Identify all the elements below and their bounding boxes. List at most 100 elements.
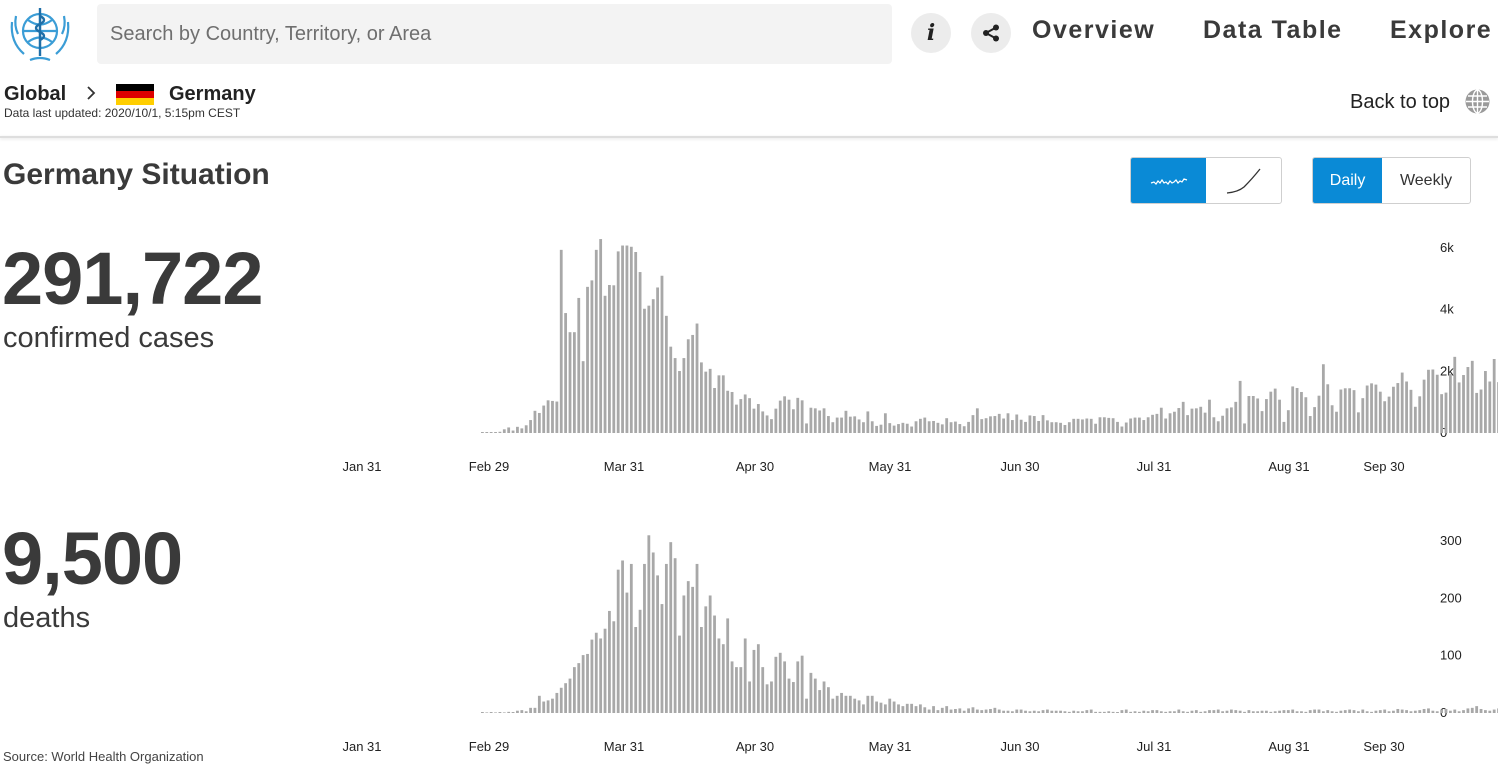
bar[interactable] [594, 632, 598, 713]
bar[interactable] [726, 390, 730, 433]
bar[interactable] [844, 695, 848, 713]
globe-icon[interactable] [1465, 89, 1490, 114]
bar[interactable] [599, 638, 603, 713]
bar[interactable] [1343, 710, 1347, 713]
bar[interactable] [603, 628, 607, 713]
bar[interactable] [818, 410, 822, 433]
bar[interactable] [1392, 386, 1395, 433]
bar[interactable] [498, 431, 502, 433]
bar[interactable] [559, 687, 563, 713]
bar[interactable] [1418, 710, 1422, 713]
bar[interactable] [1492, 709, 1496, 713]
who-logo[interactable] [4, 2, 76, 64]
bar[interactable] [1063, 424, 1067, 433]
bar[interactable] [770, 419, 773, 434]
bar[interactable] [888, 423, 892, 433]
bar[interactable] [980, 710, 984, 713]
bar[interactable] [791, 409, 795, 433]
bar[interactable] [989, 416, 992, 433]
bar[interactable] [581, 655, 585, 713]
bar[interactable] [975, 709, 979, 713]
bar[interactable] [783, 396, 787, 433]
bar[interactable] [796, 397, 800, 433]
bar[interactable] [774, 656, 778, 713]
bar[interactable] [647, 535, 651, 713]
bar[interactable] [1256, 711, 1260, 713]
info-button[interactable]: i [911, 13, 951, 53]
bar[interactable] [1484, 371, 1487, 433]
bar[interactable] [1492, 359, 1496, 433]
bar[interactable] [616, 569, 620, 713]
bar[interactable] [546, 700, 550, 713]
bar[interactable] [559, 249, 563, 433]
bar[interactable] [542, 405, 546, 433]
bar[interactable] [945, 706, 949, 713]
bar[interactable] [1453, 709, 1457, 713]
bar[interactable] [1269, 711, 1273, 713]
bar[interactable] [1260, 710, 1264, 713]
bar[interactable] [1208, 710, 1211, 713]
bar[interactable] [1155, 413, 1159, 433]
bar[interactable] [857, 700, 861, 713]
bar[interactable] [1413, 406, 1417, 433]
bar[interactable] [669, 542, 673, 713]
bar[interactable] [660, 604, 664, 713]
bar[interactable] [831, 422, 835, 433]
bar[interactable] [1190, 408, 1194, 433]
bar[interactable] [516, 426, 519, 433]
bar[interactable] [735, 404, 738, 433]
bar[interactable] [1308, 710, 1312, 713]
bar[interactable] [1168, 711, 1172, 713]
bar[interactable] [1229, 407, 1233, 433]
bar[interactable] [1168, 413, 1172, 433]
bar[interactable] [1067, 422, 1071, 433]
bar[interactable] [542, 701, 546, 713]
bar[interactable] [993, 416, 997, 433]
bar[interactable] [901, 422, 905, 433]
bar[interactable] [1365, 385, 1369, 433]
bar[interactable] [835, 417, 839, 433]
bar[interactable] [533, 410, 537, 433]
bar[interactable] [516, 710, 519, 713]
bar[interactable] [866, 411, 870, 433]
bar[interactable] [1015, 414, 1019, 434]
bar[interactable] [594, 249, 598, 433]
bar[interactable] [1199, 406, 1203, 433]
bar[interactable] [1208, 399, 1211, 433]
bar[interactable] [870, 695, 874, 713]
bar[interactable] [1475, 392, 1479, 433]
bar[interactable] [1010, 420, 1014, 433]
bar[interactable] [1059, 710, 1062, 713]
bar[interactable] [507, 427, 511, 433]
bar[interactable] [1028, 711, 1032, 713]
bar[interactable] [1321, 711, 1325, 713]
bar[interactable] [1361, 709, 1365, 713]
bar[interactable] [682, 595, 686, 713]
bar[interactable] [1335, 711, 1338, 713]
bar[interactable] [660, 275, 664, 433]
nav-explore[interactable]: Explore [1390, 16, 1493, 44]
bar[interactable] [1431, 369, 1435, 433]
bar[interactable] [875, 701, 878, 713]
bar[interactable] [1024, 710, 1027, 713]
bar[interactable] [954, 708, 957, 713]
bar[interactable] [1300, 711, 1303, 713]
bar[interactable] [1138, 417, 1141, 433]
bar[interactable] [1238, 380, 1242, 433]
bar[interactable] [1378, 710, 1382, 713]
bar[interactable] [1300, 391, 1303, 433]
bar[interactable] [1282, 710, 1286, 713]
bar[interactable] [840, 692, 843, 713]
bar[interactable] [1190, 710, 1194, 713]
bar[interactable] [1475, 706, 1479, 713]
bar[interactable] [1330, 711, 1334, 713]
bar[interactable] [717, 638, 721, 713]
bar[interactable] [1054, 710, 1058, 713]
bar[interactable] [1365, 711, 1369, 713]
bar[interactable] [897, 704, 900, 713]
bar[interactable] [1028, 415, 1032, 433]
bar[interactable] [485, 712, 489, 713]
nav-overview[interactable]: Overview [1032, 16, 1156, 44]
bar[interactable] [1405, 710, 1408, 713]
bar[interactable] [1422, 708, 1426, 713]
